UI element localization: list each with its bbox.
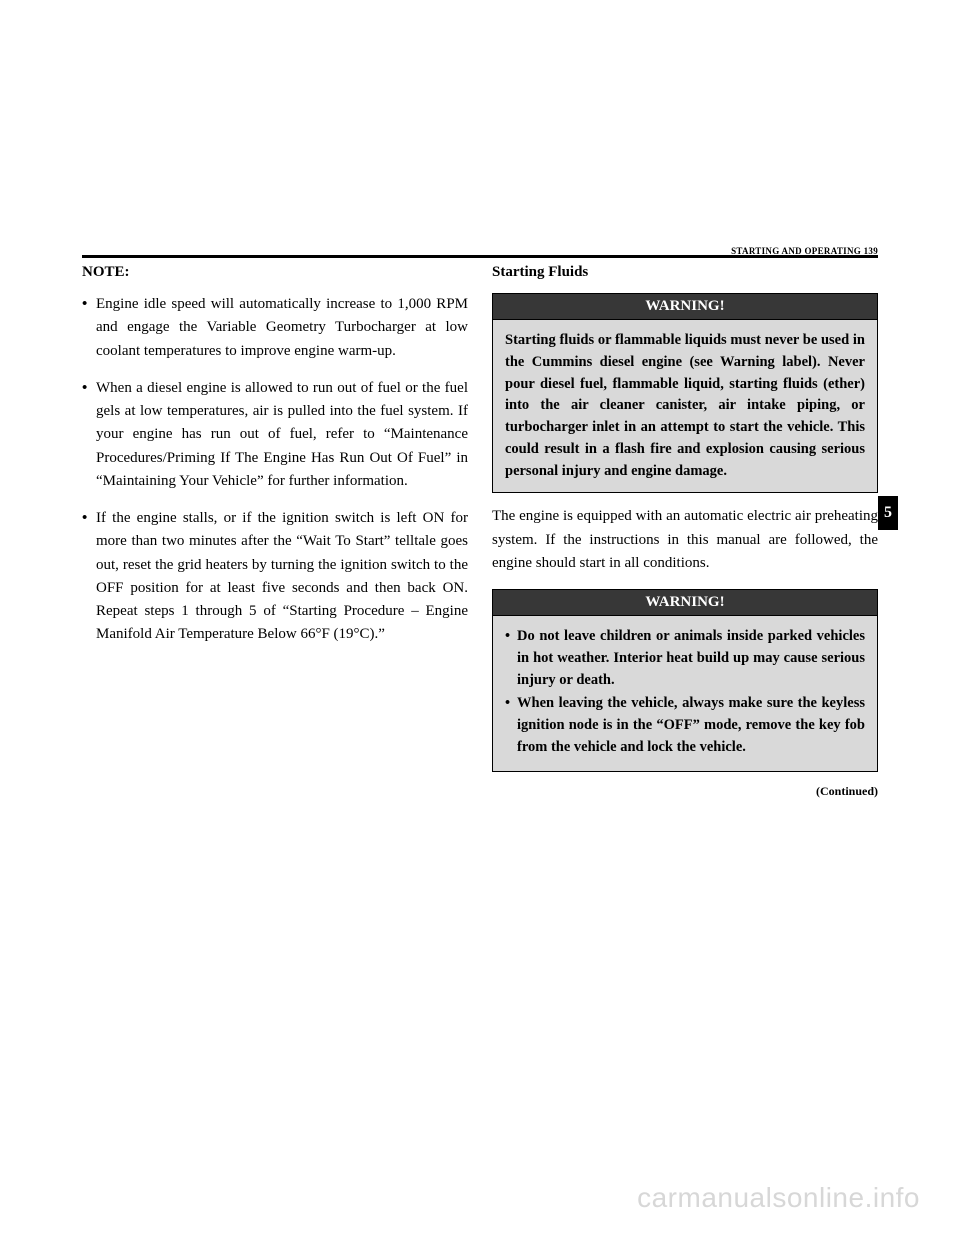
warning-bullet: Do not leave children or animals inside … <box>505 626 865 691</box>
warning-header: WARNING! <box>493 294 877 320</box>
note-label: NOTE: <box>82 264 468 281</box>
warning-bullet: When leaving the vehicle, always make su… <box>505 693 865 758</box>
warning-box-1: WARNING! Starting fluids or flammable li… <box>492 293 878 493</box>
warning-body: Starting fluids or flammable liquids mus… <box>493 320 877 492</box>
warning-box-2: WARNING! Do not leave children or animal… <box>492 589 878 772</box>
note-bullet: When a diesel engine is allowed to run o… <box>82 377 468 493</box>
body-paragraph: The engine is equipped with an automatic… <box>492 505 878 575</box>
content-columns: NOTE: Engine idle speed will automatical… <box>82 264 878 799</box>
right-column: Starting Fluids WARNING! Starting fluids… <box>492 264 878 799</box>
left-column: NOTE: Engine idle speed will automatical… <box>82 264 468 799</box>
note-bullet-list: Engine idle speed will automatically inc… <box>82 293 468 647</box>
page-container: STARTING AND OPERATING 139 NOTE: Engine … <box>0 0 960 879</box>
note-bullet: If the engine stalls, or if the ignition… <box>82 507 468 647</box>
warning-header: WARNING! <box>493 590 877 616</box>
watermark: carmanualsonline.info <box>637 1182 920 1214</box>
warning-body-list: Do not leave children or animals inside … <box>493 616 877 771</box>
continued-label: (Continued) <box>492 784 878 799</box>
note-bullet: Engine idle speed will automatically inc… <box>82 293 468 363</box>
header-section-title: STARTING AND OPERATING 139 <box>82 246 878 256</box>
starting-fluids-heading: Starting Fluids <box>492 264 878 281</box>
chapter-tab: 5 <box>878 496 898 530</box>
chapter-number: 5 <box>884 504 892 522</box>
